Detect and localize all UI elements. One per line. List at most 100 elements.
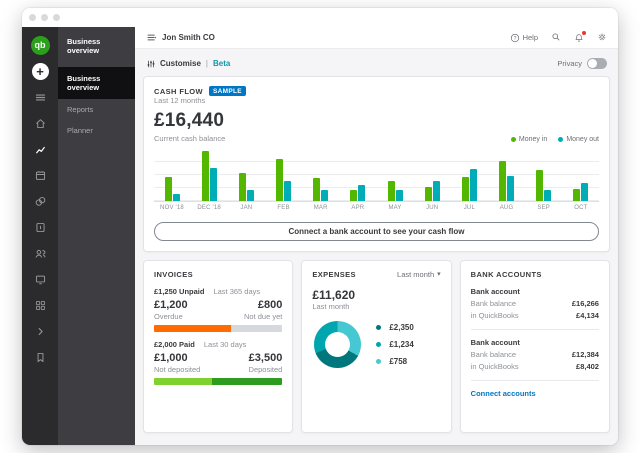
- chart-glyph: [35, 146, 45, 154]
- sidebar-item-business-overview[interactable]: Business overview: [58, 67, 135, 99]
- bar-money-in: [573, 189, 581, 201]
- bar-money-out: [432, 180, 440, 201]
- expense-legend-dot: [376, 359, 382, 364]
- bank-accounts-list: Bank account Bank balance £16,266 in QuickB…: [470, 279, 599, 382]
- bar-money-out: [544, 190, 552, 201]
- invoice-amount-label: £2,000 Paid: [154, 340, 195, 349]
- privacy-label: Privacy: [557, 59, 582, 68]
- month-label: JUN: [426, 205, 439, 211]
- expense-legend-value: £2,350: [389, 323, 414, 332]
- expenses-period-label: Last month: [397, 270, 435, 279]
- bar-money-in: [313, 177, 321, 201]
- customers-icon[interactable]: [22, 240, 58, 266]
- bar-pair: [382, 180, 408, 201]
- window-close-button[interactable]: [29, 14, 36, 21]
- help-label: Help: [522, 33, 538, 42]
- search-button[interactable]: [551, 29, 561, 47]
- bank-account-row-value: £8,402: [576, 362, 599, 371]
- settings-button[interactable]: [597, 29, 607, 47]
- notification-badge: [581, 30, 586, 35]
- bank-account-section: Bank account Bank balance £12,384 in QuickB…: [471, 338, 599, 371]
- privacy-control: Privacy: [557, 58, 607, 69]
- bar-money-in: [276, 159, 284, 201]
- home-icon[interactable]: [22, 110, 58, 136]
- bar-pair: [159, 176, 185, 201]
- bar-money-out: [395, 190, 403, 201]
- bar-money-out: [209, 167, 217, 201]
- expense-legend-item: £2,350: [376, 323, 414, 332]
- invoice-section-header: £2,000 Paid Last 30 days: [154, 340, 282, 349]
- bar-money-out: [321, 190, 329, 201]
- month-label: NOV '18: [160, 205, 184, 211]
- bank-account-row-value: £4,134: [576, 311, 599, 320]
- calendar-icon[interactable]: [22, 162, 58, 188]
- notifications-button[interactable]: [574, 30, 586, 43]
- company-switcher[interactable]: Jon Smith CO: [146, 32, 215, 43]
- expense-legend-dot: [376, 342, 382, 347]
- collapse-menu-icon: [147, 34, 156, 41]
- money-icon[interactable]: [22, 188, 58, 214]
- help-icon: ?: [510, 33, 519, 42]
- bar-pair: [568, 182, 594, 201]
- invoice-right-caption: Deposited: [248, 365, 283, 374]
- business-overview-icon[interactable]: [22, 136, 58, 162]
- bar-pair: [531, 169, 557, 201]
- expenses-total: £11,620: [312, 288, 356, 302]
- add-new-button[interactable]: +: [22, 58, 58, 84]
- privacy-toggle[interactable]: [587, 58, 607, 69]
- invoices-sections: £1,250 Unpaid Last 365 days £1,200 £800 Over…: [154, 279, 282, 385]
- month-label: SEP: [537, 205, 551, 211]
- help-button[interactable]: ? Help: [510, 33, 538, 43]
- customise-separator: |: [205, 59, 208, 68]
- bookmarks-icon[interactable]: [22, 344, 58, 370]
- bank-account-row: in QuickBooks £4,134: [471, 311, 599, 320]
- window-minimize-button[interactable]: [41, 14, 48, 21]
- quickbooks-logo[interactable]: qb: [22, 32, 58, 58]
- bar-money-in: [536, 169, 544, 201]
- banking-icon[interactable]: [22, 266, 58, 292]
- svg-text:?: ?: [513, 35, 516, 41]
- apps-icon[interactable]: [22, 292, 58, 318]
- cashflow-chart-bars: [154, 149, 599, 202]
- window-maximize-button[interactable]: [53, 14, 60, 21]
- invoice-captions-row: Not deposited Deposited: [154, 365, 282, 374]
- legend-item: Money in: [510, 136, 547, 143]
- menu-icon[interactable]: [22, 84, 58, 110]
- bar-money-in: [461, 176, 469, 201]
- cash-balance-value: £16,440: [154, 110, 225, 131]
- invoices-icon[interactable]: [22, 214, 58, 240]
- invoice-bar-segment: [211, 378, 283, 385]
- expenses-card: EXPENSES Last month ▾ £11,620 Last month…: [301, 260, 452, 433]
- bank-account-row: Bank balance £16,266: [471, 299, 599, 308]
- hamburger-glyph: [35, 93, 45, 101]
- bank-accounts-title: BANK ACCOUNTS: [470, 270, 542, 279]
- expense-legend-item: £1,234: [376, 340, 414, 349]
- expand-icon[interactable]: [22, 318, 58, 344]
- invoice-right-caption: Not due yet: [243, 312, 283, 321]
- month-label: JUL: [463, 205, 476, 211]
- expenses-period-dropdown[interactable]: Last month ▾: [397, 270, 441, 279]
- bar-pair: [196, 151, 222, 201]
- bank-account-row: in QuickBooks £8,402: [471, 362, 599, 371]
- monitor-glyph: [35, 275, 45, 284]
- chevron-down-icon: ▾: [437, 271, 441, 278]
- month-label: FEB: [277, 205, 290, 211]
- bell-icon: [575, 33, 583, 42]
- people-glyph: [35, 249, 46, 258]
- gear-icon: [598, 33, 606, 40]
- expenses-body: £2,350 £1,234 £758: [312, 321, 440, 368]
- bookmark-glyph: [37, 352, 43, 362]
- invoice-period-label: Last 30 days: [203, 340, 247, 349]
- invoices-card: INVOICES £1,250 Unpaid Last 365 days £1,20…: [143, 260, 294, 433]
- bar-pair: [494, 161, 520, 201]
- sidebar-item-planner[interactable]: Planner: [67, 126, 93, 135]
- connect-bank-button[interactable]: Connect a bank account to see your cash …: [154, 222, 599, 241]
- bank-account-row-label: Bank balance: [470, 350, 517, 359]
- customise-button[interactable]: Customise | Beta: [146, 59, 230, 69]
- expense-legend-value: £1,234: [389, 340, 414, 349]
- sidebar-item-reports[interactable]: Reports: [67, 105, 94, 114]
- search-icon: [552, 32, 560, 41]
- month-label: DEC '18: [197, 205, 221, 211]
- connect-accounts-link[interactable]: Connect accounts: [470, 389, 536, 398]
- invoice-section: £1,250 Unpaid Last 365 days £1,200 £800 Over…: [154, 287, 282, 332]
